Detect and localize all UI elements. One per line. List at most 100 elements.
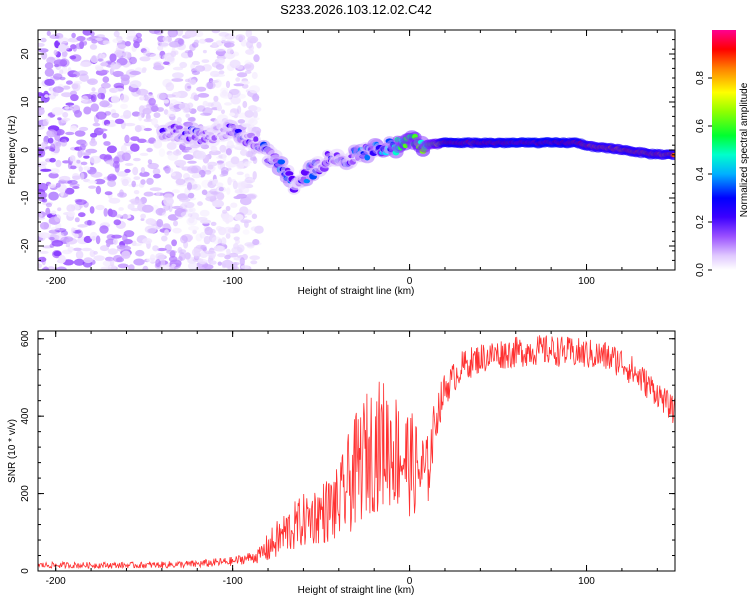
- spectrogram-noise-cell: [122, 213, 128, 219]
- spectrogram-noise-cell: [225, 232, 231, 239]
- spectrogram-noise-cell: [213, 73, 226, 77]
- spectrogram-noise-cell: [225, 80, 231, 89]
- spectrogram-noise-cell: [111, 112, 120, 119]
- colorbar-tick-label: 0.6: [695, 119, 706, 133]
- spectrogram-noise-cell: [252, 106, 262, 113]
- spectrogram-noise-cell: [69, 55, 77, 60]
- spectrogram-noise-cell: [205, 190, 217, 199]
- spectrogram-noise-cell: [162, 53, 174, 62]
- spectrogram-noise-cell: [164, 229, 170, 236]
- spectrogram-noise-cell: [73, 258, 85, 266]
- spectrogram-ridge-cell: [175, 125, 183, 130]
- spectrogram-noise-cell: [246, 194, 257, 200]
- spectrogram-noise-cell: [160, 266, 170, 270]
- spectrogram-marks: [38, 30, 675, 270]
- spectrogram-noise-cell: [69, 104, 81, 111]
- spectrogram-noise-cell: [200, 244, 207, 250]
- spectrogram-noise-cell: [57, 138, 66, 143]
- spectrogram-noise-cell: [51, 107, 64, 116]
- spectrogram-noise-cell: [220, 87, 229, 94]
- spectrogram-noise-cell: [78, 166, 83, 172]
- spectrogram-noise-cell: [102, 260, 113, 267]
- spectrogram-noise-cell: [89, 139, 98, 147]
- spectrogram-noise-cell: [146, 147, 153, 153]
- spectrogram-noise-cell: [70, 94, 79, 102]
- spectrogram-noise-cell: [117, 192, 127, 198]
- spectrogram-noise-cell: [187, 85, 192, 89]
- spectrogram-noise-cell: [139, 152, 149, 156]
- spectrogram-noise-cell: [235, 34, 246, 41]
- spectrogram-noise-cell: [152, 65, 165, 71]
- snr-xtick-label: 0: [407, 576, 413, 587]
- spectrogram-noise-cell: [240, 80, 250, 85]
- spectrogram-noise-cell: [87, 78, 98, 85]
- spectrogram-noise-cell: [54, 228, 67, 233]
- spectrogram-noise-cell: [142, 238, 153, 244]
- spectrogram-noise-cell: [183, 154, 194, 161]
- spectrogram-noise-cell: [233, 195, 243, 200]
- spectrogram-noise-cell: [148, 97, 156, 106]
- spectrogram-noise-cell: [156, 92, 167, 100]
- spectrogram-noise-cell: [110, 175, 117, 181]
- spectrogram-noise-cell: [146, 177, 154, 185]
- spectrogram-noise-cell: [180, 211, 192, 218]
- spectrogram-noise-cell: [167, 30, 178, 38]
- spectrogram-noise-cell: [234, 214, 244, 221]
- spectrogram-noise-cell: [156, 219, 164, 228]
- spectrogram-noise-cell: [78, 212, 86, 218]
- spectrogram-noise-cell: [151, 118, 158, 126]
- spectrogram-noise-cell: [137, 138, 147, 143]
- spectrogram-noise-cell: [194, 39, 199, 45]
- colorbar: 0.0 0.2 0.4 0.6 0.8 Normalized spectral ampl…: [695, 30, 750, 277]
- spectrogram-noise-cell: [252, 239, 260, 246]
- spectrogram-ytick-label: 10: [20, 96, 31, 108]
- spectrogram-noise-cell: [67, 211, 76, 217]
- spectrogram-noise-cell: [141, 204, 154, 213]
- spectrogram-noise-cell: [150, 254, 156, 262]
- spectrogram-ridge-cell: [277, 159, 286, 165]
- spectrogram-noise-cell: [38, 182, 48, 192]
- spectrogram-noise-cell: [191, 70, 200, 76]
- spectrogram-noise-cell: [101, 221, 110, 226]
- spectrogram-noise-cell: [223, 42, 235, 48]
- spectrogram-noise-cell: [165, 82, 175, 91]
- spectrogram-noise-cell: [120, 103, 128, 110]
- spectrogram-noise-cell: [245, 209, 253, 216]
- spectrogram-noise-cell: [233, 243, 239, 250]
- spectrogram-noise-cell: [80, 161, 88, 166]
- spectrogram-noise-cell: [187, 213, 193, 217]
- snr-panel: -200 -100 0 100 0 200 400 600 Height of straigh…: [7, 330, 676, 596]
- spectrogram-noise-cell: [148, 30, 161, 34]
- snr-ytick-label: 0: [20, 568, 31, 574]
- spectrogram-noise-cell: [224, 254, 231, 260]
- spectrogram-noise-cell: [71, 83, 79, 90]
- spectrogram-noise-cell: [89, 44, 98, 50]
- spectrogram-noise-cell: [83, 152, 91, 156]
- spectrogram-noise-cell: [230, 202, 238, 208]
- spectrogram-noise-cell: [52, 91, 59, 97]
- spectrogram-noise-cell: [124, 122, 136, 127]
- spectrogram-noise-cell: [114, 49, 123, 58]
- spectrogram-noise-cell: [121, 178, 129, 187]
- spectrogram-noise-cell: [58, 255, 66, 264]
- spectrogram-noise-cell: [82, 30, 93, 36]
- spectrogram-noise-cell: [123, 110, 132, 119]
- spectrogram-noise-cell: [252, 171, 257, 180]
- colorbar-tick-label: 0.2: [695, 215, 706, 229]
- spectrogram-noise-cell: [57, 117, 62, 121]
- spectrogram-noise-cell: [162, 36, 169, 42]
- spectrogram-noise-cell: [147, 228, 157, 234]
- spectrogram-noise-cell: [237, 105, 242, 114]
- spectrogram-noise-cell: [109, 53, 117, 62]
- spectrogram-noise-cell: [65, 102, 75, 106]
- spectrogram-noise-cell: [93, 255, 105, 261]
- spectrogram-xtick-label: -100: [223, 276, 243, 287]
- spectrogram-noise-cell: [225, 148, 232, 156]
- spectrogram-ytick-label: 0: [20, 147, 31, 153]
- spectrogram-noise-cell: [239, 257, 245, 267]
- spectrogram-noise-cell: [243, 64, 252, 69]
- spectrogram-noise-cell: [172, 150, 182, 156]
- spectrogram-noise-cell: [218, 32, 230, 37]
- spectrogram-noise-cell: [83, 155, 90, 159]
- spectrogram-noise-cell: [64, 105, 70, 110]
